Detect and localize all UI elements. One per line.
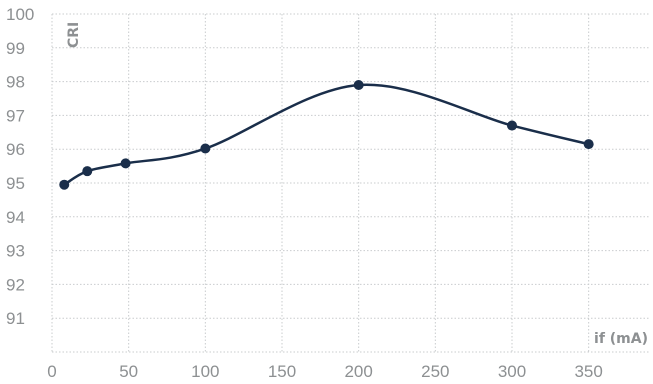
y-tick-label-95: 95 [6,174,25,193]
data-points [59,79,594,190]
x-tick-label-150: 150 [268,362,296,381]
y-tick-label-92: 92 [6,275,25,294]
data-point-48 [120,158,131,169]
data-point-350 [583,139,594,150]
y-tick-label-98: 98 [6,73,25,92]
grid [51,13,650,353]
y-axis-title: CRI [66,22,82,48]
x-tick-label-300: 300 [498,362,526,381]
x-tick-label-50: 50 [119,362,138,381]
x-tick-label-350: 350 [574,362,602,381]
series-line-layer [63,83,590,186]
x-axis-title: if (mA) [594,331,648,347]
y-tick-label-93: 93 [6,242,25,261]
x-tick-label-250: 250 [421,362,449,381]
data-point-100 [200,143,211,154]
data-point-23 [82,166,93,177]
x-tick-label-100: 100 [191,362,219,381]
y-tick-label-96: 96 [6,140,25,159]
y-tick-label-97: 97 [6,106,25,125]
y-tick-label-100: 100 [6,5,34,24]
data-point-200 [353,79,364,90]
x-tick-label-200: 200 [344,362,372,381]
data-point-8 [59,179,70,190]
series-line-0 [63,83,590,186]
axis-tick-labels: 91 92 93 94 95 96 97 98 99 100 0 50 100 150 200 250 300 3… [6,5,603,381]
y-tick-label-94: 94 [6,208,25,227]
x-tick-label-0: 0 [47,362,56,381]
y-tick-label-91: 91 [6,309,25,328]
y-tick-label-99: 99 [6,39,25,58]
data-point-300 [507,120,517,131]
